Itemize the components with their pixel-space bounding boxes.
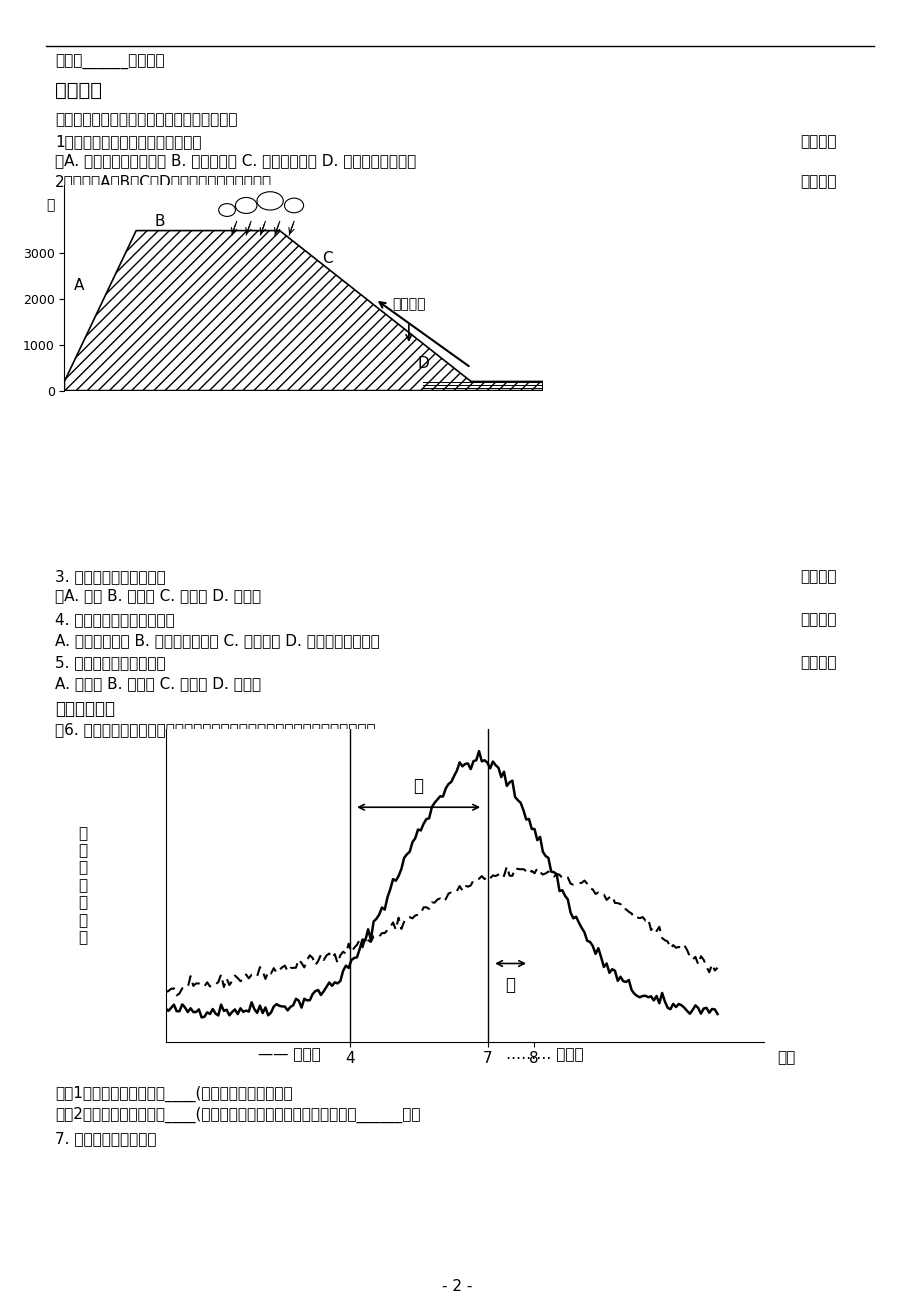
蒸发量 [185,969,196,984]
Text: —— 降水量: —— 降水量 [257,1047,320,1062]
降水量 [711,1006,722,1022]
Text: A. 非洲 B. 南极洲 C. 南美洲 D. 大洋洲: A. 非洲 B. 南极洲 C. 南美洲 D. 大洋洲 [55,589,261,604]
降水量 [182,1004,193,1019]
Ellipse shape [256,191,283,210]
蒸发量 [670,940,681,956]
蒸发量 [689,949,700,965]
蒸发量 [266,966,277,982]
蒸发量 [310,957,321,973]
Text: 4. 世界上降水最丰富的地区: 4. 世界上降水最丰富的地区 [55,612,175,628]
Text: 3. 世界上最炎热的大陆是: 3. 世界上最炎热的大陆是 [55,569,165,585]
Text: （　　）: （ ） [800,569,836,585]
Text: A. 湖泊和河流水的蒸发 B. 植物的蒸腾 C. 海洋水的蒸发 D. 土壤中水分的蒸发: A. 湖泊和河流水的蒸发 B. 植物的蒸腾 C. 海洋水的蒸发 D. 土壤中水分… [55,154,416,169]
Text: - 2 -: - 2 - [441,1279,471,1294]
蒸发量 [196,976,207,992]
Line: 蒸发量: 蒸发量 [165,866,717,996]
蒸发量 [160,984,171,1000]
Text: A. 赤道附近地区 B. 南北回归线附近 C. 两极地区 D. 温带大陆东岸地区: A. 赤道附近地区 B. 南北回归线附近 C. 两极地区 D. 温带大陆东岸地区 [55,633,380,648]
降水量 [160,1001,171,1017]
Text: A: A [74,279,84,293]
Ellipse shape [284,198,303,212]
降水量 [193,1001,204,1017]
Text: 能力提升: 能力提升 [55,81,102,100]
Text: D: D [417,355,428,371]
Text: 2、图中，A、B、C、D四处中降水量最多的是：: 2、图中，A、B、C、D四处中降水量最多的是： [55,174,272,190]
Text: A. 锋面雨 B. 地形雨 C. 对流雨 D. 气旋雨: A. 锋面雨 B. 地形雨 C. 对流雨 D. 气旋雨 [55,676,261,691]
降水量 [310,983,321,999]
Ellipse shape [219,203,235,216]
Text: 二、非选择题: 二、非选择题 [55,700,115,719]
Text: 6. 下面是我国某地降水量与蒸发量的季节变化曲线示意图，完成下列问题：: 6. 下面是我国某地降水量与蒸发量的季节变化曲线示意图，完成下列问题： [55,723,376,738]
Text: （2）乙时段内，降水量____(大于，小于）蒸发量，这种情况下出现______天气: （2）乙时段内，降水量____(大于，小于）蒸发量，这种情况下出现______天… [55,1107,420,1122]
Text: 1、天气中的水汽最主要的来源是：: 1、天气中的水汽最主要的来源是： [55,134,201,150]
Polygon shape [64,230,542,391]
Text: 米: 米 [46,199,54,212]
Line: 降水量: 降水量 [165,751,717,1017]
Text: （1）甲时段内，降水量____(大于，小于）蒸发量。: （1）甲时段内，降水量____(大于，小于）蒸发量。 [55,1086,292,1101]
Text: 7. 读图回答下列问题。: 7. 读图回答下列问题。 [55,1131,156,1147]
蒸发量 [171,988,182,1004]
Text: B: B [154,214,165,229]
Text: 降
水
量
与
蒸
发
量: 降 水 量 与 蒸 发 量 [78,825,87,945]
Text: （　　）: （ ） [800,134,836,150]
蒸发量 [711,960,722,975]
降水量 [196,1009,207,1025]
Text: （　　）: （ ） [800,612,836,628]
Ellipse shape [235,198,256,214]
降水量 [473,743,484,759]
Text: 乙: 乙 [505,976,515,993]
Text: 水多，______降水少。: 水多，______降水少。 [55,55,165,70]
蒸发量 [501,858,512,874]
Text: （　　）: （ ） [800,655,836,671]
Text: 暖湿气流: 暖湿气流 [391,297,425,311]
Text: 月份: 月份 [777,1049,795,1065]
降水量 [670,999,681,1014]
Text: 5. 山东的主要降水类型是: 5. 山东的主要降水类型是 [55,655,165,671]
Text: （　　）: （ ） [800,174,836,190]
降水量 [689,997,700,1013]
Text: C: C [322,250,333,266]
Text: 甲: 甲 [414,777,423,794]
降水量 [266,1005,277,1021]
Text: 一、选择题（每小题只有一个选项符合题意）: 一、选择题（每小题只有一个选项符合题意） [55,112,237,128]
Text: ……… 蒸发量: ……… 蒸发量 [505,1047,583,1062]
